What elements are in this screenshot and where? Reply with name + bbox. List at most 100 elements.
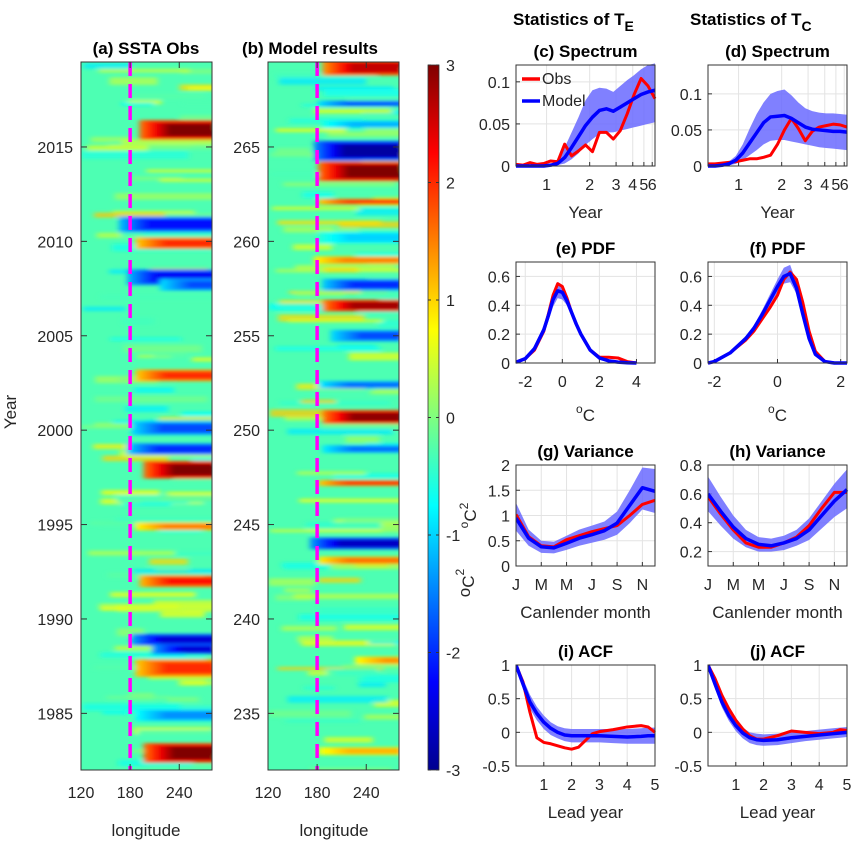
colorbar: 3 2 1 0 -1 -2 -3 oC2 [427, 58, 478, 780]
axes-frame [515, 64, 656, 167]
heatmap-event [171, 746, 212, 760]
heatmap-band [94, 396, 208, 403]
heatmap-band [348, 352, 399, 361]
heatmap-event [382, 658, 399, 663]
y-tick-label: 0.4 [680, 516, 702, 533]
heatmap-band [107, 572, 205, 578]
col-title-te: Statistics of TE [513, 10, 634, 34]
x-tick-label: 6 [840, 177, 849, 194]
model-spread-band [516, 63, 655, 166]
x-tick-label: S [612, 577, 623, 594]
heatmap-band [86, 145, 148, 151]
panel-a-title: (a) SSTA Obs [93, 39, 200, 58]
colorbar-tick-label: -1 [446, 528, 460, 545]
x-tick-label: 6 [648, 177, 657, 194]
heatmap-band [117, 768, 212, 770]
axes-frame [707, 664, 848, 767]
heatmap-event [345, 748, 399, 754]
heatmap-band [148, 655, 206, 662]
panel-f-title: (f) PDF [750, 239, 806, 258]
heatmap-band [167, 696, 199, 702]
heatmap-band [140, 551, 212, 556]
heatmap-band [297, 635, 334, 643]
heatmap-band [318, 577, 361, 583]
colorbar-tick-label: 3 [446, 58, 455, 75]
heatmap-band [358, 676, 399, 683]
x-tick-label: 4 [628, 177, 637, 194]
heatmap-band [297, 471, 366, 475]
heatmap-band [269, 710, 352, 718]
model-line [708, 113, 848, 168]
heatmap-event [345, 101, 399, 106]
panel-d: (d) Spectrum 1 2 3 4 5 6 0 0.05 0.1 Year [671, 42, 849, 222]
heatmap-band [327, 131, 399, 137]
plot-area [516, 282, 637, 365]
y-tick-label: 0 [501, 725, 510, 742]
y-tick-label: 2005 [37, 329, 73, 346]
heatmap-band [303, 686, 335, 690]
model-line [516, 664, 655, 739]
x-tick-label: -2 [518, 374, 532, 391]
heatmap-band [148, 675, 212, 680]
panel-a-ssta-obs: (a) SSTA Obs 120 180 240 1985 1990 1995 2000 20… [1, 39, 213, 840]
y-tick-label: 240 [233, 612, 260, 629]
heatmap-band [128, 100, 162, 105]
heatmap-event [154, 272, 212, 283]
x-tick-label: N [637, 577, 649, 594]
x-tick-label: -2 [707, 374, 721, 391]
heatmap-band [153, 600, 212, 608]
heatmap-band [375, 385, 399, 393]
x-tick-label: J [704, 577, 712, 594]
panel-c-title: (c) Spectrum [534, 42, 638, 61]
y-tick-label: 260 [233, 234, 260, 251]
panel-j-xlabel: Lead year [740, 803, 816, 822]
heatmap-band [314, 108, 392, 114]
x-tick-label: 5 [843, 777, 852, 794]
heatmap-event [349, 62, 399, 73]
heatmap-band [131, 176, 182, 181]
y-tick-label: 0 [501, 559, 510, 576]
y-tick-label: 0 [693, 725, 702, 742]
heatmap-band [324, 737, 373, 743]
heatmap-band [187, 86, 212, 91]
heatmap-band [301, 640, 396, 646]
heatmap-band [277, 220, 382, 225]
heatmap-band [275, 268, 328, 273]
x-tick-label: 2 [836, 374, 845, 391]
heatmap-event [162, 523, 212, 529]
y-tick-label: 0 [693, 159, 702, 176]
colorbar-tick-label: 0 [446, 411, 455, 428]
heatmap-band [131, 93, 205, 99]
model-spread-band [708, 469, 847, 552]
heatmap-band [298, 614, 399, 621]
heatmap-band [343, 664, 399, 669]
heatmap-band [93, 665, 151, 670]
heatmap-band [378, 320, 399, 328]
x-tick-label: 2 [567, 777, 576, 794]
x-tick-label: 2 [585, 177, 594, 194]
y-tick-label: 1 [693, 658, 702, 675]
colorbar-tick-label: -2 [446, 646, 460, 663]
heatmap-event [337, 539, 399, 548]
heatmap-band [358, 681, 386, 688]
y-tick-label: 2 [501, 458, 510, 475]
heatmap-band [285, 719, 361, 723]
x-tick-label: S [804, 577, 815, 594]
heatmap-event [171, 464, 212, 476]
y-tick-label: 1990 [37, 612, 73, 629]
heatmap-event [349, 121, 399, 127]
colorbar-label: oC2 [453, 568, 478, 597]
y-tick-label: 0.05 [479, 117, 510, 134]
legend-label-obs: Obs [542, 71, 571, 88]
axes-frame [515, 464, 656, 567]
model-line [708, 271, 847, 365]
heatmap-event [179, 646, 212, 653]
y-tick-label: 2015 [37, 140, 73, 157]
heatmap-band [138, 142, 212, 150]
heatmap-band [83, 63, 131, 69]
x-tick-label: 4 [815, 777, 824, 794]
heatmap-band [269, 409, 340, 417]
panel-i-xlabel: Lead year [548, 803, 624, 822]
model-spread-band [516, 665, 655, 744]
